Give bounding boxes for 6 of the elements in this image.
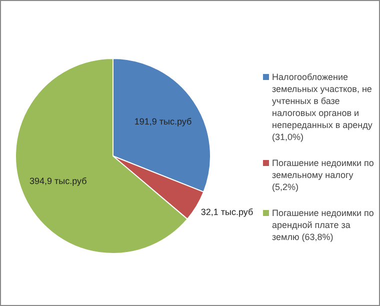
data-label: 191,9 тыс.руб [134, 116, 192, 127]
data-label: 394,9 тыс.руб [30, 176, 87, 186]
legend-label: Погашение недоимки по арендной плате за землю (63,8%) [272, 207, 375, 243]
legend-label: Налогообложение земельных участков, не учтенных в базе налоговых органов и непереданных в аренду (31,0%) [272, 71, 374, 143]
legend-label: Погашение недоимки по земельному налогу (5,2%) [272, 157, 375, 193]
data-label: 32,1 тыс.руб [200, 206, 254, 217]
